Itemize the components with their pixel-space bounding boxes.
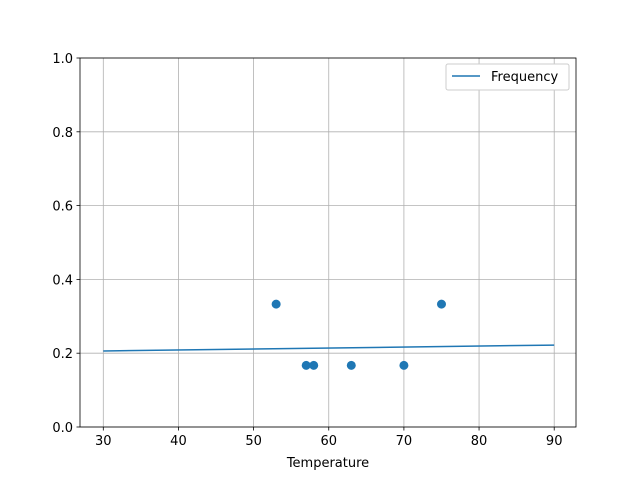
y-tick-label: 0.2 (52, 347, 73, 362)
scatter-point (309, 360, 319, 370)
y-tick-label: 1.0 (52, 52, 73, 67)
legend-label: Frequency (491, 70, 558, 85)
x-tick-label: 80 (471, 434, 488, 449)
y-tick-label: 0.8 (52, 126, 73, 141)
frequency-line (103, 344, 555, 352)
x-tick-label: 90 (546, 434, 563, 449)
y-tick-label: 0.0 (52, 421, 73, 436)
marks (103, 299, 555, 370)
scatter-point (271, 299, 281, 309)
x-axis-label: Temperature (286, 456, 369, 471)
ticks: 30 40 50 60 70 80 90 0.0 0.2 0.4 0.6 0.8 1.0 (52, 52, 562, 449)
x-tick-label: 50 (245, 434, 262, 449)
legend: Frequency (445, 63, 570, 91)
legend-box (445, 63, 570, 91)
scatter-point (399, 360, 409, 370)
scatter-point (436, 299, 446, 309)
x-tick-label: 40 (170, 434, 187, 449)
scatter-point (346, 360, 356, 370)
y-tick-label: 0.6 (52, 200, 73, 215)
x-tick-label: 70 (396, 434, 413, 449)
axes-frame (79, 57, 577, 428)
scatter-point (301, 360, 311, 370)
x-tick-label: 60 (320, 434, 337, 449)
y-tick-label: 0.4 (52, 273, 73, 288)
x-tick-label: 30 (95, 434, 112, 449)
